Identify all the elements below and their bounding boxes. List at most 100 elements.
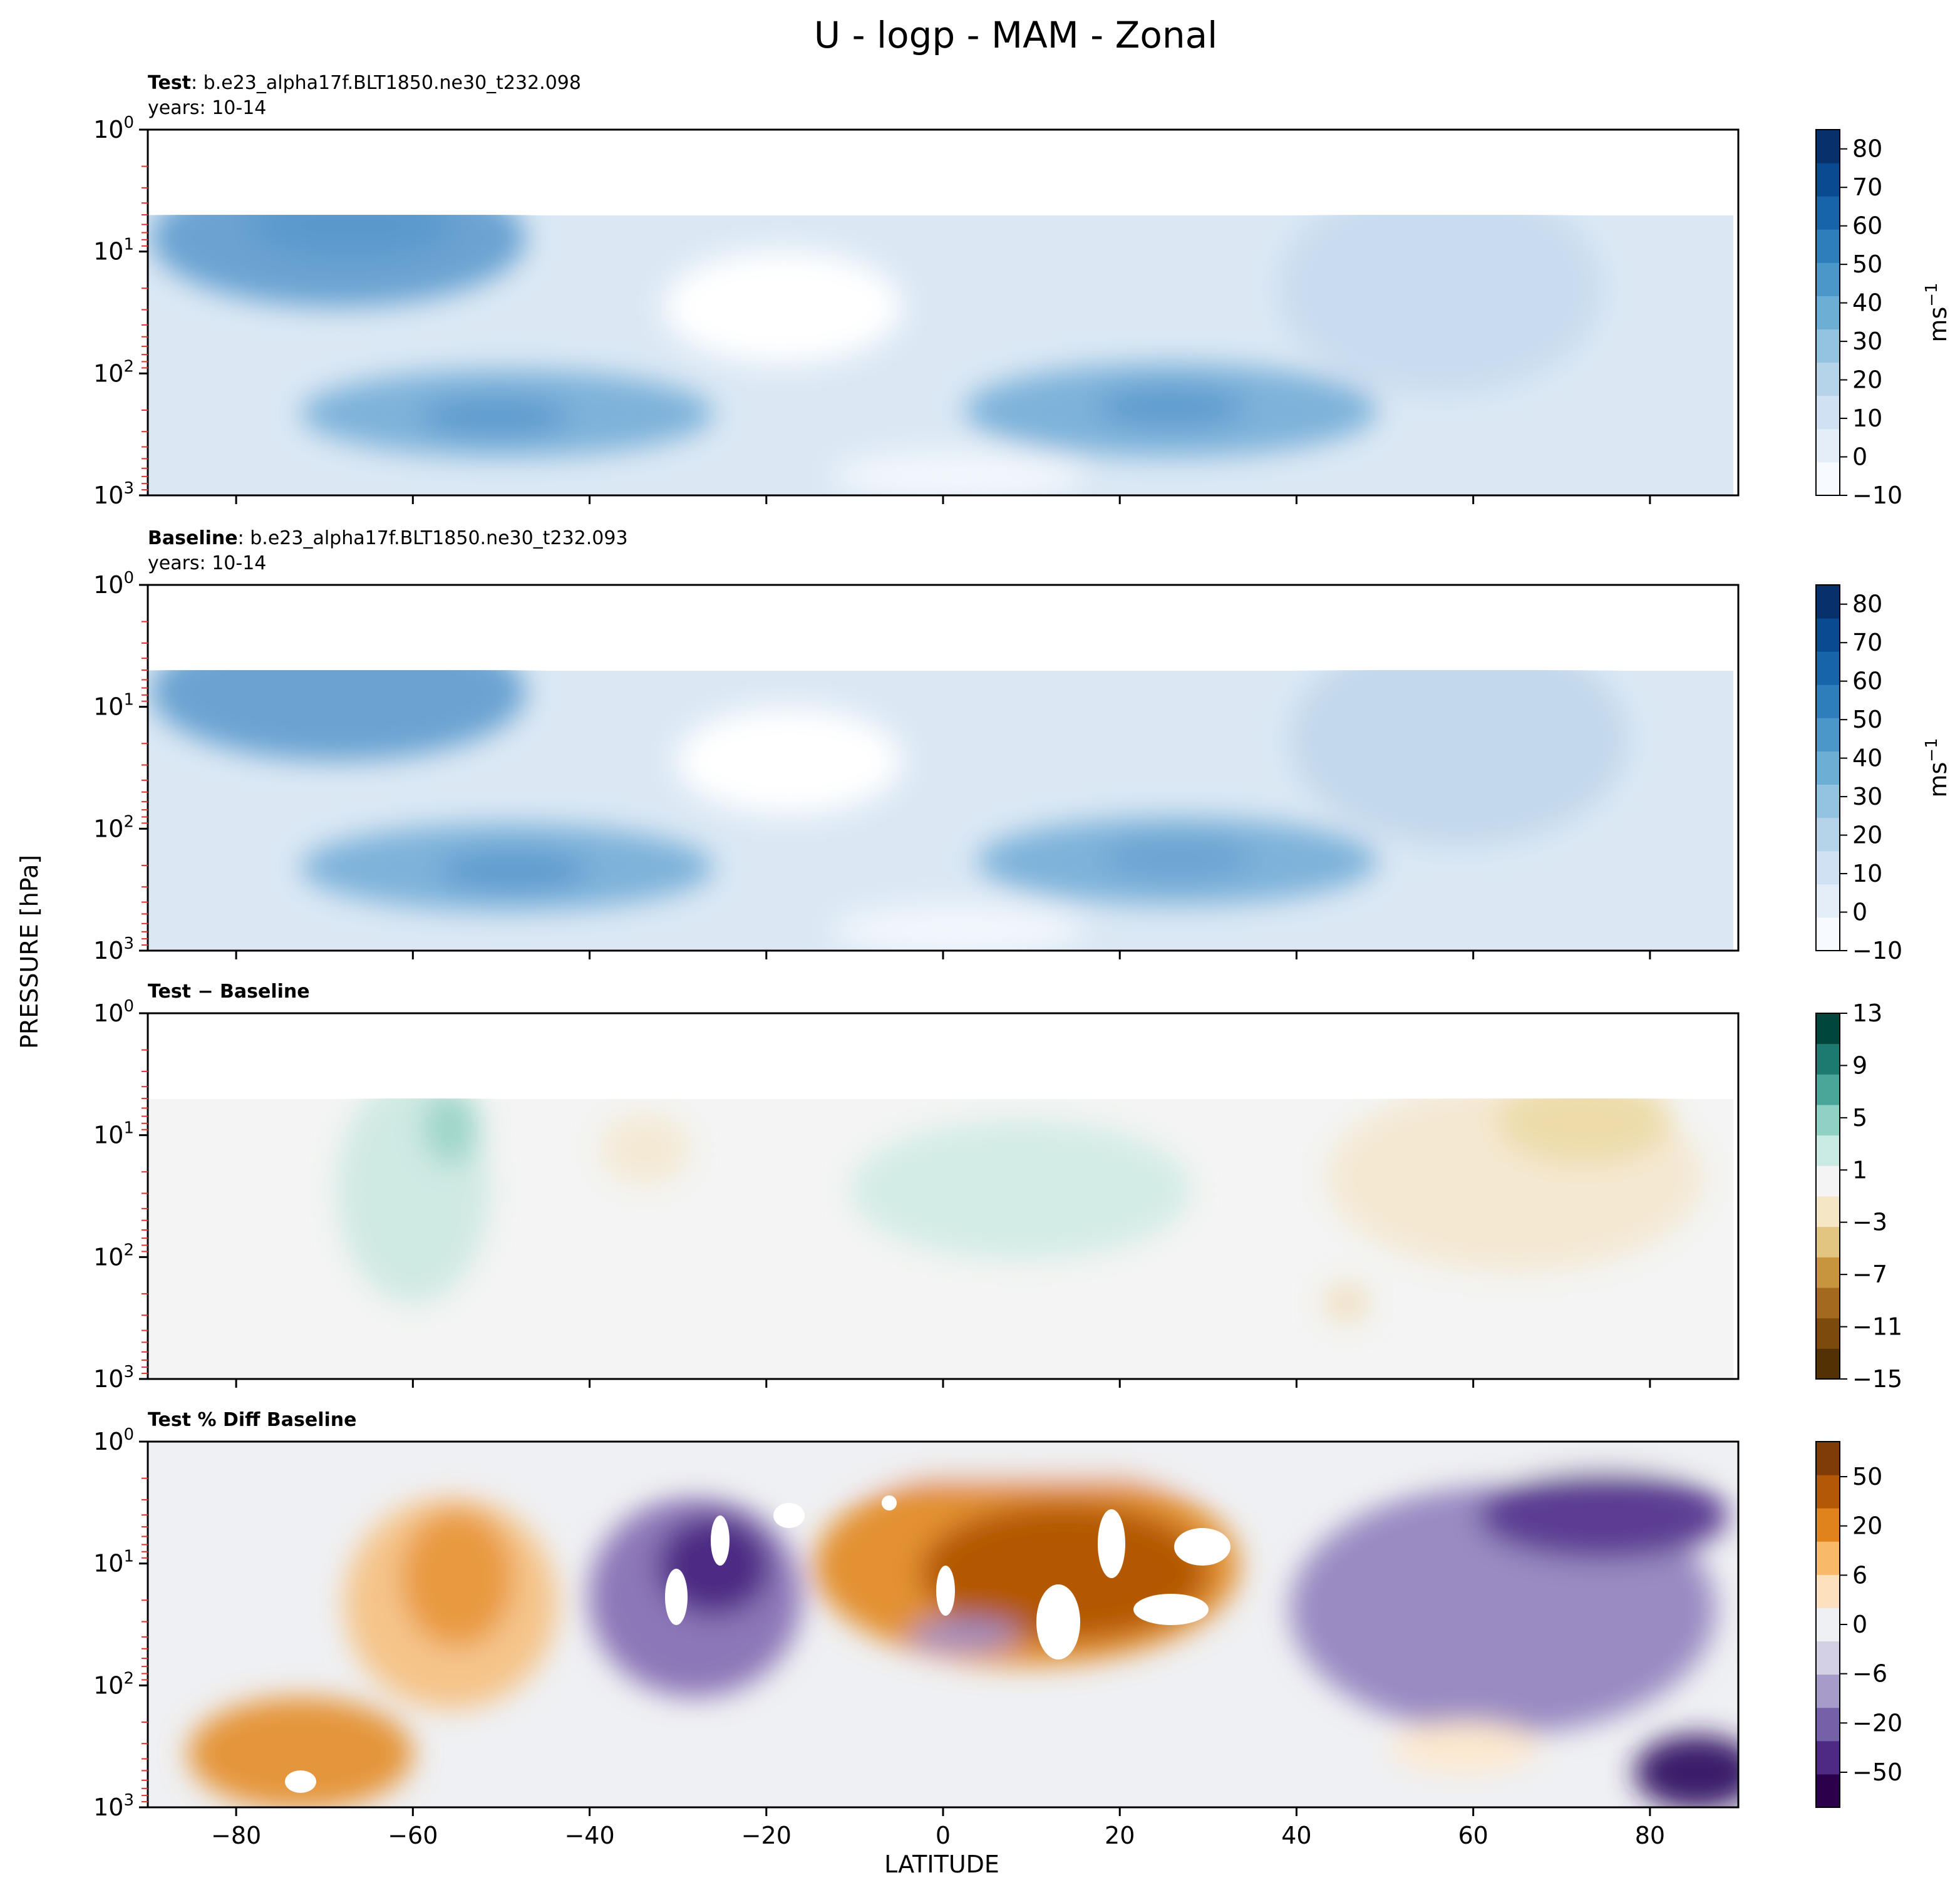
colorbar-tick-label: 0 [1852, 443, 1867, 471]
colorbar-swatch [1816, 395, 1840, 430]
feature-pct-hole [665, 1569, 688, 1625]
feature-pct-hole [1098, 1509, 1125, 1578]
panel-difference-plot-area [148, 1077, 1733, 1379]
colorbar-tick-label: 70 [1852, 629, 1882, 656]
colorbar-swatch [1816, 262, 1840, 296]
colorbar-swatch [1816, 1226, 1840, 1257]
colorbar-tick-label: 60 [1852, 668, 1882, 695]
y-axis-label: PRESSURE [hPa] [16, 855, 43, 1049]
colorbar-swatch [1816, 817, 1840, 852]
colorbar-swatch [1816, 1740, 1840, 1775]
panel-baseline-colorbar: −10 0 10 20 30 40 50 60 70 80 ms−1 [1815, 584, 1952, 964]
feature-pct-hole [1174, 1528, 1230, 1566]
y-tick-label: 102 [93, 1241, 134, 1271]
colorbar-baseline-label: ms−1 [1922, 738, 1952, 797]
feature-diff-sh-positive-core [423, 1090, 479, 1165]
colorbar-tick-label: −50 [1852, 1758, 1902, 1786]
x-tick-label: −40 [564, 1822, 614, 1849]
colorbar-swatch [1816, 1013, 1840, 1045]
panel-test-y-ticks: 100 101 102 103 [93, 113, 148, 509]
feature-test-nh-stratosphere [1277, 182, 1603, 395]
colorbar-swatch [1816, 428, 1840, 463]
colorbar-tick-label: 0 [1852, 1611, 1867, 1638]
colorbar-swatch [1816, 1508, 1840, 1542]
y-tick-label: 103 [93, 1363, 134, 1393]
colorbar-swatch [1816, 684, 1840, 718]
colorbar-swatch [1816, 229, 1840, 263]
colorbar-swatch [1816, 751, 1840, 785]
feature-pct-hole [773, 1503, 805, 1528]
colorbar-baseline-ticks: −10 0 10 20 30 40 50 60 70 80 [1840, 591, 1902, 964]
no-data-mask [149, 1015, 1737, 1099]
colorbar-test-bar [1815, 129, 1840, 496]
colorbar-tick-label: 50 [1852, 706, 1882, 733]
colorbar-tick-label: −3 [1852, 1209, 1887, 1236]
colorbar-swatch [1816, 1196, 1840, 1227]
feature-pct-hole [936, 1566, 955, 1616]
colorbar-tick-label: 1 [1852, 1156, 1867, 1184]
y-tick-label: 102 [93, 1669, 134, 1699]
colorbar-swatch [1816, 850, 1840, 885]
feature-diff-midlat-negative [1324, 1284, 1368, 1321]
colorbar-percent-diff-ticks: −50 −20 −6 0 6 20 50 [1840, 1463, 1902, 1786]
colorbar-tick-label: −10 [1852, 482, 1902, 509]
y-tick-label: 101 [93, 691, 134, 721]
feature-baseline-tropical-easterly [676, 708, 902, 814]
colorbar-swatch [1816, 1541, 1840, 1575]
colorbar-swatch [1816, 1641, 1840, 1675]
panel-test-plot-area [148, 169, 1733, 495]
colorbar-baseline-bar [1815, 584, 1840, 951]
colorbar-swatch [1816, 462, 1840, 496]
panel-baseline-y-ticks: 100 101 102 103 [93, 569, 148, 964]
colorbar-tick-label: 5 [1852, 1104, 1867, 1132]
panel-baseline: Baseline: b.e23_alpha17f.BLT1850.ne30_t2… [93, 527, 1952, 964]
y-tick-label: 100 [93, 569, 134, 599]
y-tick-label: 103 [93, 934, 134, 964]
colorbar-tick-label: −11 [1852, 1313, 1902, 1341]
colorbar-test-label: ms−1 [1922, 282, 1952, 342]
colorbar-swatch [1816, 196, 1840, 230]
feature-pct-nh-positive-pocket [1390, 1722, 1540, 1772]
colorbar-swatch [1816, 1043, 1840, 1075]
colorbar-tick-label: 20 [1852, 366, 1882, 394]
colorbar-tick-label: −10 [1852, 937, 1902, 964]
panel-percent-diff-colorbar: −50 −20 −6 0 6 20 50 [1815, 1441, 1902, 1808]
colorbar-tick-label: 80 [1852, 591, 1882, 618]
colorbar-swatch [1816, 296, 1840, 330]
colorbar-tick-label: 9 [1852, 1051, 1867, 1079]
y-tick-label: 103 [93, 479, 134, 509]
feature-baseline-nh-stratosphere [1290, 632, 1628, 845]
colorbar-swatch [1816, 1165, 1840, 1197]
colorbar-swatch [1816, 163, 1840, 197]
x-tick-label: 40 [1281, 1822, 1311, 1849]
panel-percent-diff: Test % Diff Baseline [93, 1409, 1902, 1849]
panel-difference-title: Test − Baseline [148, 981, 310, 1003]
panel-difference-x-ticks [235, 1379, 1651, 1388]
feature-test-tropical-easterly [664, 250, 902, 363]
x-tick-label: −20 [741, 1822, 792, 1849]
colorbar-tick-label: 50 [1852, 250, 1882, 278]
feature-test-nh-tropo-core [1096, 387, 1246, 427]
colorbar-swatch [1816, 1288, 1840, 1319]
panel-test: Test: b.e23_alpha17f.BLT1850.ne30_t232.0… [93, 72, 1952, 509]
panel-baseline-title: Baseline: b.e23_alpha17f.BLT1850.ne30_t2… [148, 527, 628, 549]
x-tick-label: −80 [211, 1822, 261, 1849]
colorbar-tick-label: 50 [1852, 1463, 1882, 1490]
colorbar-tick-label: 13 [1852, 999, 1882, 1027]
x-tick-label: 60 [1458, 1822, 1488, 1849]
panel-baseline-subtitle: years: 10-14 [148, 552, 266, 574]
colorbar-test-ticks: −10 0 10 20 30 40 50 60 70 80 [1840, 135, 1902, 509]
x-tick-label: −60 [388, 1822, 438, 1849]
panel-percent-diff-x-ticks: −80 −60 −40 −20 0 20 40 60 80 [211, 1807, 1665, 1849]
colorbar-tick-label: −15 [1852, 1365, 1902, 1393]
panel-test-x-ticks [235, 495, 1651, 504]
panel-difference: Test − Baseline 100 101 102 103 −15 −11 −7 −3 1… [93, 981, 1902, 1393]
colorbar-tick-label: −6 [1852, 1660, 1887, 1688]
colorbar-swatch [1816, 784, 1840, 818]
colorbar-tick-label: 30 [1852, 328, 1882, 355]
colorbar-swatch [1816, 884, 1840, 918]
colorbar-swatch [1816, 1442, 1840, 1475]
colorbar-swatch [1816, 1348, 1840, 1380]
y-tick-label: 103 [93, 1791, 134, 1821]
feature-pct-nh-negative-core [1478, 1472, 1728, 1559]
